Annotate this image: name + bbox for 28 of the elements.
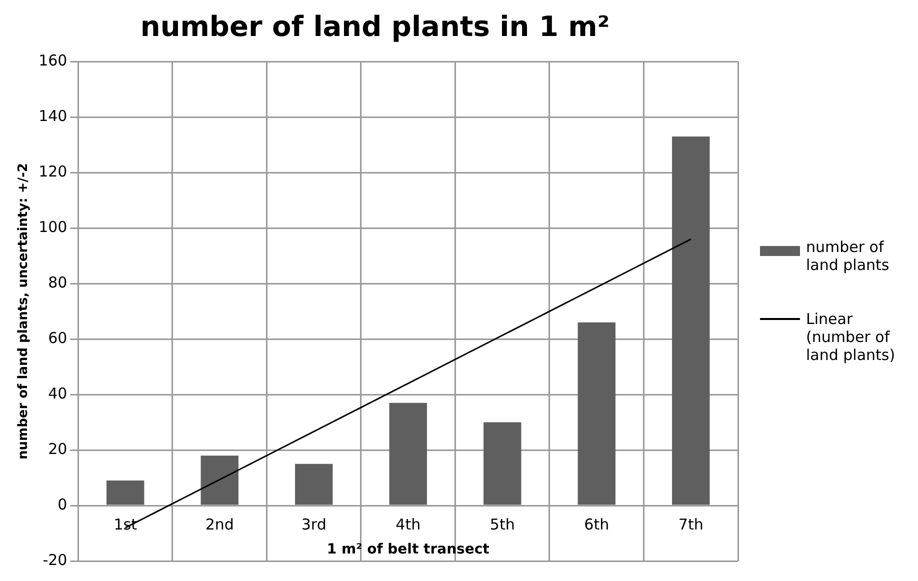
y-tick-label: 160	[38, 51, 68, 70]
y-tick-label: -20	[42, 550, 68, 569]
legend-label: Linear (number of land plants)	[806, 310, 896, 364]
y-tick-label: 100	[38, 218, 68, 236]
legend-label: number of land plants	[806, 238, 890, 274]
x-axis-title: 1 m² of belt transect	[326, 542, 490, 558]
y-axis-title: number of land plants, uncertainty: +/-2	[16, 163, 32, 460]
y-tick-label: 0	[58, 495, 68, 514]
bar	[106, 480, 144, 505]
chart-title: number of land plants in 1 m²	[140, 10, 610, 44]
x-tick-label: 4th	[396, 515, 421, 534]
bar	[672, 136, 710, 505]
x-tick-label: 5th	[490, 515, 515, 534]
x-tick-label: 7th	[678, 515, 704, 534]
bar	[578, 322, 616, 505]
y-tick-label: 80	[48, 273, 68, 292]
y-tick-label: 140	[38, 106, 68, 125]
x-tick-label: 2nd	[205, 515, 234, 534]
y-tick-label: 40	[48, 384, 68, 402]
bar	[200, 456, 238, 505]
bar	[484, 422, 522, 505]
y-tick-label: 20	[48, 440, 68, 458]
y-tick-label: 120	[38, 162, 68, 180]
bar	[295, 464, 333, 505]
x-tick-label: 6th	[584, 515, 610, 534]
bar	[389, 402, 427, 505]
y-tick-label: 60	[48, 328, 68, 347]
x-tick-label: 3rd	[301, 515, 326, 534]
